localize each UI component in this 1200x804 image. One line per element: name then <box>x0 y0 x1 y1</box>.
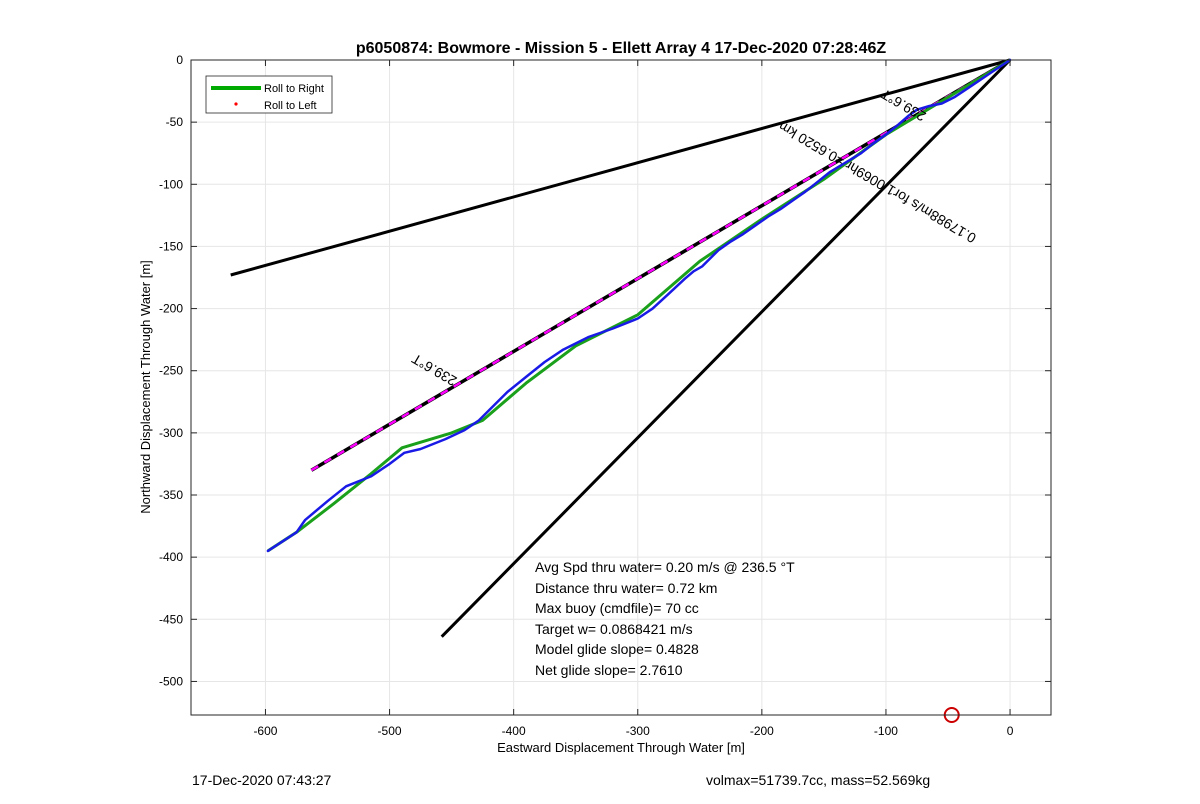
series-layer <box>230 58 1012 638</box>
stat-distance: Distance thru water= 0.72 km <box>535 580 717 596</box>
legend-dot-roll-left <box>234 102 238 106</box>
y-tick-label: -350 <box>159 488 183 502</box>
y-tick-label: -450 <box>159 612 183 626</box>
x-tick-label: -500 <box>378 724 402 738</box>
x-axis-label: Eastward Displacement Through Water [m] <box>497 740 745 755</box>
chart-title: p6050874: Bowmore - Mission 5 - Ellett A… <box>356 40 887 57</box>
legend: Roll to Right Roll to Left <box>205 75 333 114</box>
heading-bound-line-upper <box>230 58 1011 277</box>
legend-box <box>205 75 333 114</box>
x-tick-label: 0 <box>1007 724 1014 738</box>
heading-bound-line-lower <box>440 58 1012 638</box>
stat-avg-speed: Avg Spd thru water= 0.20 m/s @ 236.5 °T <box>535 559 795 575</box>
legend-label-roll-right: Roll to Right <box>264 83 324 95</box>
y-tick-label: -400 <box>159 550 183 564</box>
legend-label-roll-left: Roll to Left <box>264 100 317 112</box>
axes-box <box>191 60 1051 715</box>
y-tick-label: -300 <box>159 426 183 440</box>
y-axis-label: Northward Displacement Through Water [m] <box>138 260 153 514</box>
stat-net-glide: Net glide slope= 2.7610 <box>535 662 683 678</box>
y-tick-label: -50 <box>166 115 184 129</box>
y-tick-label: -100 <box>159 177 183 191</box>
stat-model-glide: Model glide slope= 0.4828 <box>535 641 699 657</box>
y-tick-label: 0 <box>176 53 183 67</box>
y-tick-label: -200 <box>159 302 183 316</box>
y-tick-label: -500 <box>159 674 183 688</box>
x-tick-label: -600 <box>253 724 277 738</box>
x-tick-label: -400 <box>502 724 526 738</box>
track-through-water-line <box>266 58 1012 553</box>
y-tick-label: -250 <box>159 364 183 378</box>
x-tick-label: -100 <box>874 724 898 738</box>
stat-target-w: Target w= 0.0868421 m/s <box>535 621 693 637</box>
x-tick-label: -300 <box>626 724 650 738</box>
stats-block: Avg Spd thru water= 0.20 m/s @ 236.5 °T … <box>535 559 795 678</box>
footer-vehicle-info: volmax=51739.7cc, mass=52.569kg <box>706 772 931 788</box>
y-tick-label: -150 <box>159 239 183 253</box>
tick-layer: -600 -500 -400 -300 -200 -100 0 0 -50 -100 -150 -20… <box>159 53 1051 738</box>
axes-frame <box>190 59 1052 716</box>
x-tick-label: -200 <box>750 724 774 738</box>
stat-max-buoy: Max buoy (cmdfile)= 70 cc <box>535 600 699 616</box>
footer-timestamp: 17-Dec-2020 07:43:27 <box>192 772 332 788</box>
